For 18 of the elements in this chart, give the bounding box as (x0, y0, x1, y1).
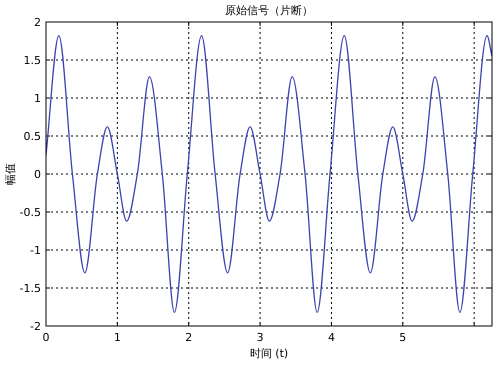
x-tick-label: 5 (399, 331, 406, 344)
y-tick-label: -2 (30, 320, 41, 333)
y-tick-label: 0.5 (24, 130, 41, 143)
y-tick-label: -0.5 (20, 206, 41, 219)
y-axis-title: 幅值 (4, 163, 17, 185)
y-tick-label: 1 (34, 92, 41, 105)
x-tick-label: 0 (42, 331, 50, 344)
y-tick-label: -1 (30, 244, 41, 257)
y-tick-label: 2 (34, 16, 41, 29)
x-tick-label: 2 (185, 331, 192, 344)
x-axis-title: 时间 (t) (250, 347, 288, 360)
y-tick-label: 0 (34, 168, 41, 181)
y-tick-label: -1.5 (20, 282, 41, 295)
chart-title: 原始信号（片断） (225, 4, 313, 17)
x-tick-label: 3 (256, 331, 264, 344)
x-tick-label: 4 (328, 331, 335, 344)
y-tick-label: 1.5 (24, 54, 41, 67)
x-tick-label: 1 (114, 331, 121, 344)
